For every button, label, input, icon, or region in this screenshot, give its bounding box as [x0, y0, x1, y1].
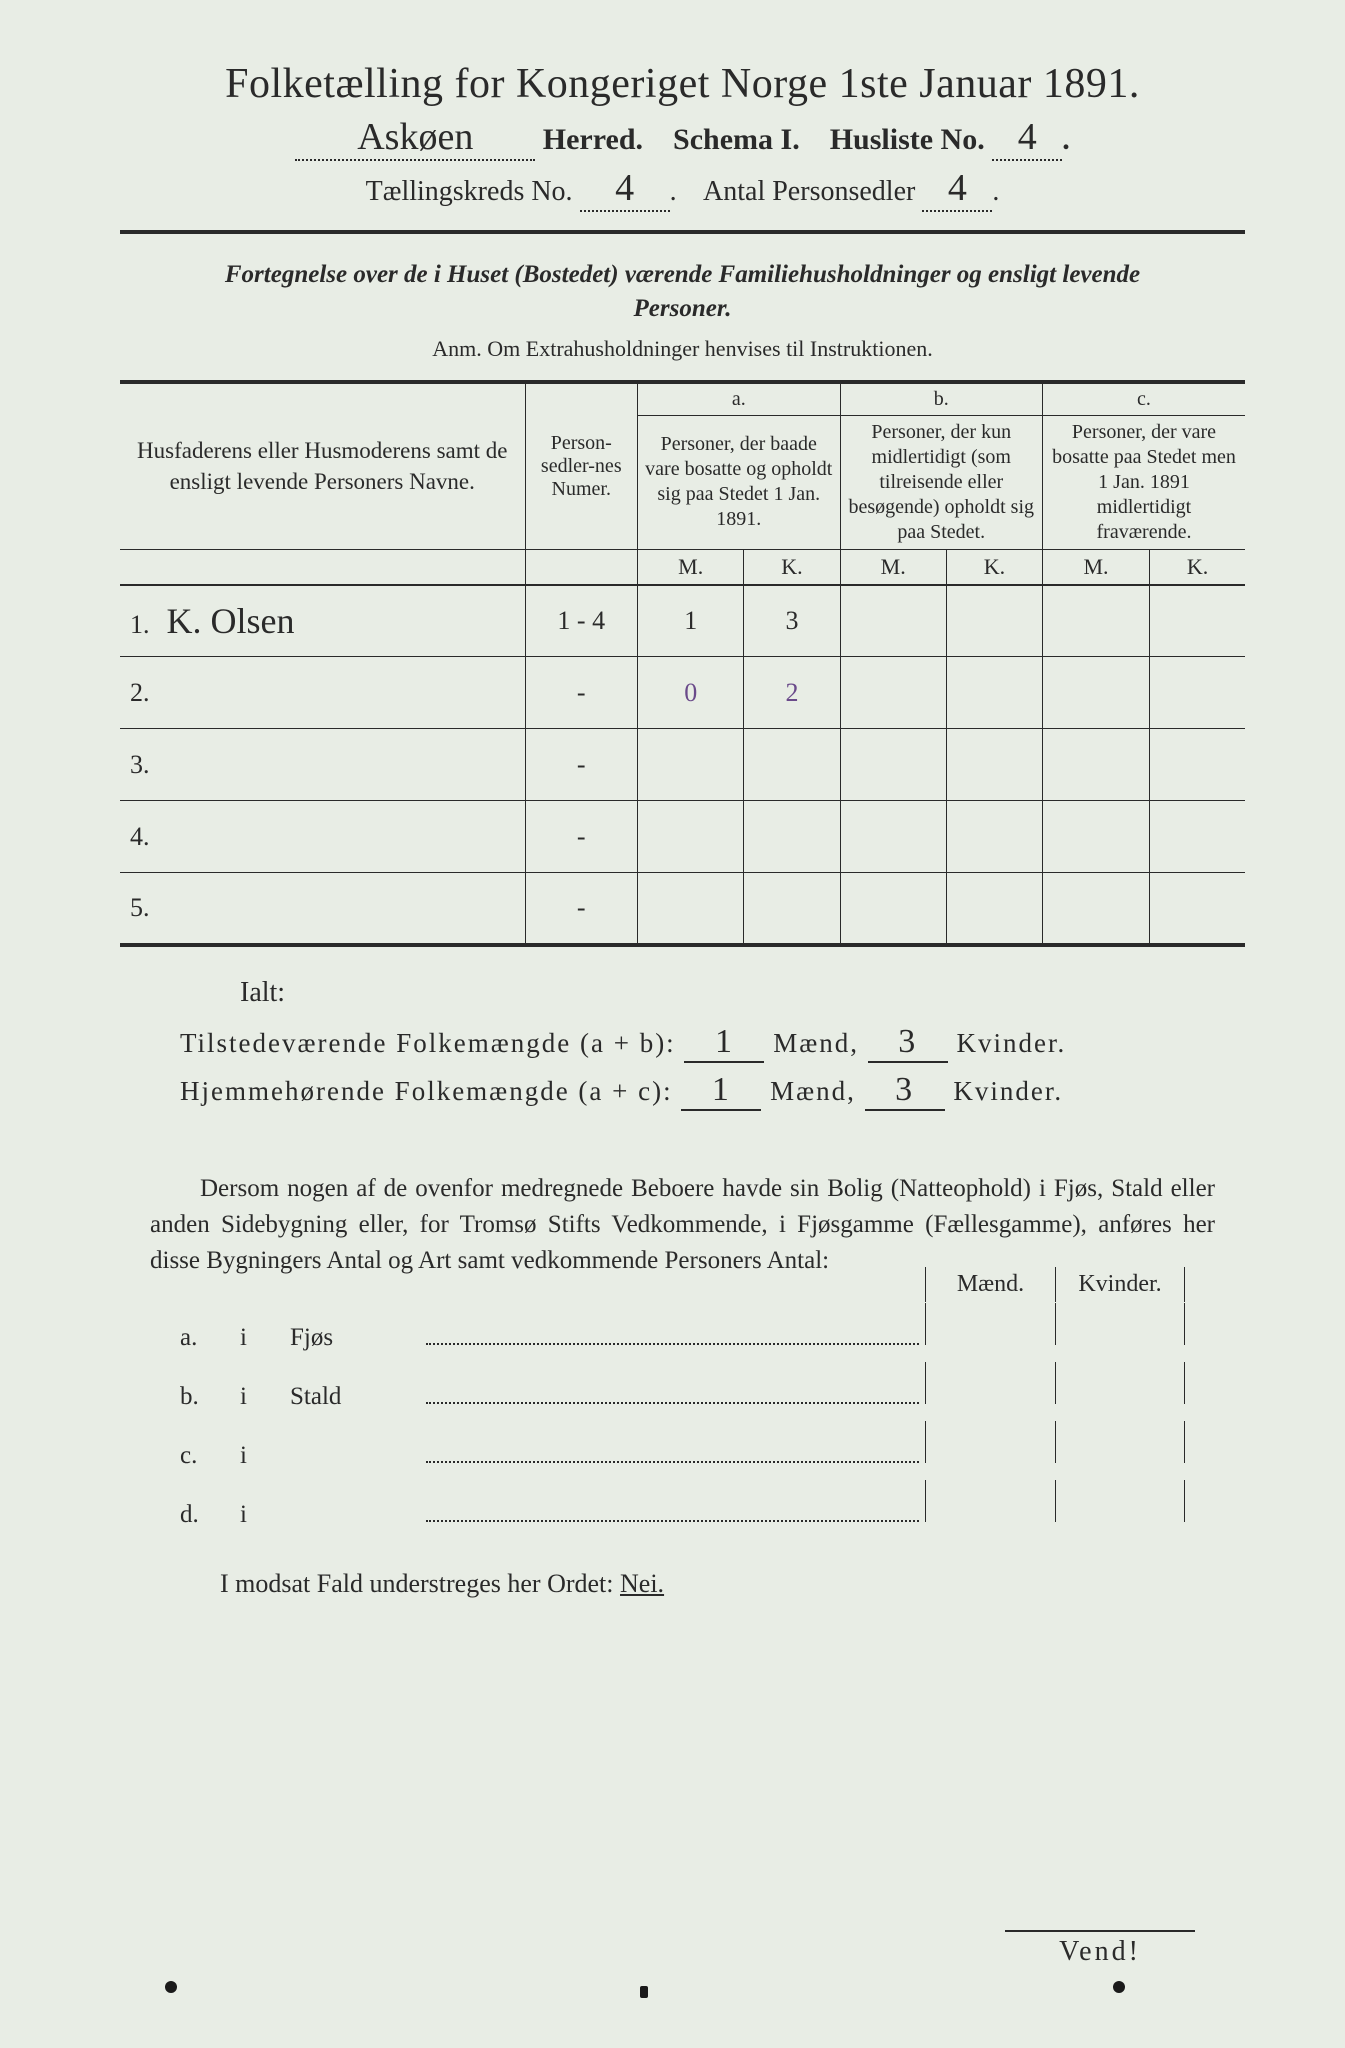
hdr-c-k: K. [1150, 549, 1245, 585]
col-a-label: a. [732, 388, 746, 410]
total-present: Tilstedeværende Folkemængde (a + b): 1 M… [180, 1023, 1245, 1063]
nei-word: Nei. [620, 1569, 664, 1598]
col-b-label: b. [934, 388, 949, 410]
total-resident: Hjemmehørende Folkemængde (a + c): 1 Mæn… [180, 1071, 1245, 1111]
table-row: 2. - 0 2 [120, 657, 1245, 729]
header-line-2: Tællingskreds No. 4. Antal Personsedler … [120, 173, 1245, 212]
hole-mark [640, 1986, 648, 1998]
kreds-label: Tællingskreds No. [366, 176, 573, 207]
abcd-row: b. i Stald [180, 1362, 1185, 1411]
col-c-text: Personer, der vare bosatte paa Stedet me… [1052, 421, 1236, 543]
household-table: Husfaderens eller Husmoderens samt de en… [120, 380, 1245, 947]
husliste-value: 4 [1018, 116, 1037, 158]
subtitle: Fortegnelse over de i Huset (Bostedet) v… [180, 258, 1185, 326]
abcd-row: a. i Fjøs [180, 1303, 1185, 1352]
kreds-value: 4 [615, 167, 634, 209]
table-row: 4. - [120, 801, 1245, 873]
abcd-block: Mænd.Kvinder. a. i Fjøs b. i Stald c. i … [180, 1303, 1185, 1529]
hdr-a-k: K. [744, 549, 840, 585]
herred-label: Herred. [543, 123, 643, 156]
hdr-c-m: M. [1042, 549, 1149, 585]
divider [120, 230, 1245, 234]
hdr-b-k: K. [946, 549, 1042, 585]
hdr-a-m: M. [638, 549, 744, 585]
hdr-b-m: M. [840, 549, 946, 585]
antal-value: 4 [948, 167, 967, 209]
hole-mark [1113, 1981, 1125, 1993]
ialt-label: Ialt: [240, 977, 1245, 1009]
herred-value: Askøen [357, 116, 473, 158]
outbuilding-paragraph: Dersom nogen af de ovenfor medregnede Be… [150, 1171, 1215, 1280]
nei-line: I modsat Fald understreges her Ordet: Ne… [220, 1569, 1245, 1599]
husliste-label: Husliste No. [830, 123, 985, 156]
col-name: Husfaderens eller Husmoderens samt de en… [137, 438, 507, 494]
hole-mark [165, 1981, 177, 1993]
table-row: 1. K. Olsen 1 - 4 1 3 [120, 585, 1245, 657]
col-a-text: Personer, der baade vare bosatte og opho… [645, 433, 832, 530]
antal-label: Antal Personsedler [703, 176, 915, 207]
table-row: 3. - [120, 729, 1245, 801]
census-form-page: Folketælling for Kongeriget Norge 1ste J… [0, 0, 1345, 2048]
col-numer: Person-sedler-nes Numer. [541, 432, 622, 500]
main-title: Folketælling for Kongeriget Norge 1ste J… [120, 60, 1245, 108]
anm-note: Anm. Om Extrahusholdninger henvises til … [120, 336, 1245, 362]
col-b-text: Personer, der kun midlertidigt (som tilr… [848, 421, 1034, 543]
schema-label: Schema I. [673, 123, 800, 156]
abcd-row: c. i [180, 1421, 1185, 1470]
vend-label: Vend! [1005, 1930, 1195, 1968]
col-c-label: c. [1137, 388, 1151, 410]
row1-name: K. Olsen [167, 601, 295, 641]
header-line-1: Askøen Herred. Schema I. Husliste No. 4. [120, 122, 1245, 161]
mk-header: Mænd.Kvinder. [925, 1267, 1185, 1302]
abcd-row: d. i [180, 1480, 1185, 1529]
table-row: 5. - [120, 873, 1245, 945]
